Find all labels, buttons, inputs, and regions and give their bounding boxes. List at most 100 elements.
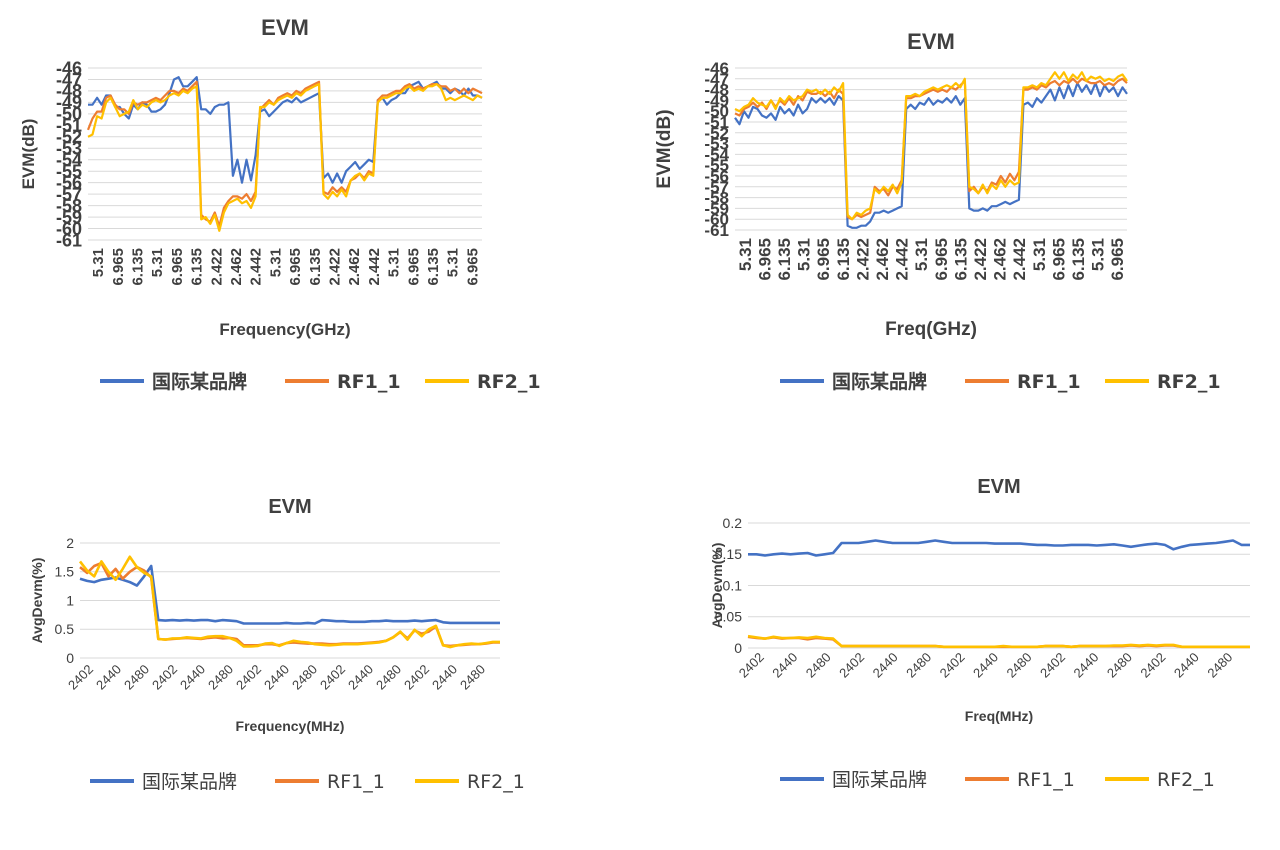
x-tick-label: 2402 bbox=[401, 662, 432, 693]
y-tick-label: -48 bbox=[56, 81, 82, 101]
y-tick-label: 1 bbox=[66, 592, 74, 608]
x-tick-label: 6.965 bbox=[755, 238, 774, 281]
x-tick-label: 2402 bbox=[65, 662, 96, 693]
x-axis-title: Frequency(MHz) bbox=[236, 718, 345, 734]
x-tick-label: 6.965 bbox=[814, 238, 833, 281]
legend-label: RF1_1 bbox=[337, 371, 401, 393]
x-tick-label: 2.462 bbox=[346, 248, 363, 286]
x-tick-label: 2480 bbox=[1204, 650, 1235, 681]
x-tick-label: 2480 bbox=[205, 662, 236, 693]
chart-panel-evm-mhz-2: EVM 0 0.05 0.1 0.15 0.2 2402 2440 2480 2402 2440 24… bbox=[640, 425, 1280, 850]
y-tick-label: -49 bbox=[56, 93, 82, 113]
series-line-1 bbox=[86, 80, 483, 228]
x-tick-label: 6.135 bbox=[834, 238, 853, 281]
x-tick-label: 2.422 bbox=[208, 248, 225, 286]
legend-label: 国际某品牌 bbox=[142, 771, 237, 793]
y-tick-label: -54 bbox=[56, 150, 82, 170]
y-axis-title: AvgDevm(%) bbox=[709, 543, 725, 629]
x-tick-label: 5.31 bbox=[90, 248, 107, 277]
x-tick-label: 6.965 bbox=[1108, 238, 1127, 281]
x-tick-label: 6.135 bbox=[307, 248, 324, 286]
y-tick-label: -47 bbox=[704, 70, 729, 89]
legend-label: 国际某品牌 bbox=[152, 370, 247, 393]
x-tick-label: 2480 bbox=[903, 650, 934, 681]
chart-title: EVM bbox=[977, 476, 1020, 498]
x-tick-label: 5.31 bbox=[736, 238, 755, 271]
x-tick-label: 2.442 bbox=[893, 238, 912, 281]
y-tick-label: -51 bbox=[704, 113, 729, 132]
x-tick-label: 6.965 bbox=[405, 248, 422, 286]
y-axis-title: AvgDevm(%) bbox=[29, 558, 45, 644]
evm-chart: EVM-46-47-48-49-50-51-52-53-54-55-56-57-… bbox=[19, 15, 541, 393]
x-tick-label: 2402 bbox=[1037, 650, 1068, 681]
y-tick-label: 0 bbox=[66, 650, 74, 666]
x-tick-label: 2480 bbox=[1104, 650, 1135, 681]
y-tick-label: -49 bbox=[704, 91, 729, 110]
y-tick-label: -46 bbox=[704, 59, 729, 78]
x-tick-label: 6.965 bbox=[932, 238, 951, 281]
y-tick-label: -50 bbox=[56, 104, 82, 124]
x-axis-title: Freq(MHz) bbox=[965, 708, 1033, 724]
y-tick-label: -47 bbox=[56, 70, 82, 90]
x-tick-label: 2440 bbox=[345, 662, 376, 693]
x-tick-label: 5.31 bbox=[1089, 238, 1108, 271]
y-tick-label: 1.5 bbox=[55, 564, 75, 580]
x-tick-label: 2402 bbox=[937, 650, 968, 681]
x-tick-label: 2440 bbox=[769, 650, 800, 681]
series-line-2 bbox=[734, 71, 1128, 221]
x-tick-label: 6.135 bbox=[425, 248, 442, 286]
x-tick-label: 5.31 bbox=[912, 238, 931, 271]
x-tick-label: 2.442 bbox=[366, 248, 383, 286]
y-tick-label: -58 bbox=[704, 189, 729, 208]
chart-title: EVM bbox=[261, 15, 309, 40]
x-tick-label: 2440 bbox=[177, 662, 208, 693]
y-tick-label: -60 bbox=[704, 210, 729, 229]
x-tick-label: 2.442 bbox=[1010, 238, 1029, 281]
series-line-0 bbox=[88, 76, 483, 184]
x-tick-label: 2.422 bbox=[853, 238, 872, 281]
x-tick-label: 2.462 bbox=[991, 238, 1010, 281]
y-tick-label: 0.2 bbox=[723, 515, 743, 531]
y-tick-label: -58 bbox=[56, 196, 82, 216]
x-axis-title: Frequency(GHz) bbox=[219, 320, 350, 339]
y-tick-label: 0 bbox=[734, 640, 742, 656]
x-tick-label: 6.135 bbox=[1069, 238, 1088, 281]
x-tick-label: 2.422 bbox=[327, 248, 344, 286]
x-tick-label: 2480 bbox=[121, 662, 152, 693]
y-tick-label: -48 bbox=[704, 81, 729, 100]
x-tick-label: 6.135 bbox=[189, 248, 206, 286]
x-tick-label: 2402 bbox=[233, 662, 264, 693]
series-line-0 bbox=[748, 539, 1250, 557]
y-tick-label: -52 bbox=[56, 127, 82, 147]
x-tick-label: 2.442 bbox=[248, 248, 265, 286]
x-tick-label: 5.31 bbox=[1030, 238, 1049, 271]
evm-chart: EVM00.511.522402244024802402244024802402… bbox=[29, 496, 525, 793]
y-tick-label: -59 bbox=[704, 199, 729, 218]
x-tick-label: 5.31 bbox=[795, 238, 814, 271]
legend-label: 国际某品牌 bbox=[832, 370, 927, 393]
y-tick-label: 0.15 bbox=[715, 546, 742, 562]
x-tick-label: 5.31 bbox=[149, 248, 166, 277]
x-tick-label: 6.965 bbox=[1049, 238, 1068, 281]
y-tick-label: 0.1 bbox=[723, 577, 743, 593]
x-tick-label: 2402 bbox=[836, 650, 867, 681]
x-tick-label: 2402 bbox=[149, 662, 180, 693]
evm-chart: EVM-46-47-48-49-50-51-52-53-54-55-56-57-… bbox=[654, 29, 1221, 393]
y-tick-label: 0.05 bbox=[715, 609, 742, 625]
y-tick-label: -57 bbox=[56, 184, 82, 204]
x-tick-label: 6.135 bbox=[775, 238, 794, 281]
y-tick-label: -53 bbox=[56, 139, 82, 159]
series-line-1 bbox=[79, 561, 500, 648]
y-tick-label: -50 bbox=[704, 102, 729, 121]
y-tick-label: -60 bbox=[56, 219, 82, 239]
chart-panel-evm-mhz-1: EVM 0 0.5 1 1.5 2 2402 2440 2480 2402 2440 2480 2402… bbox=[0, 425, 640, 850]
x-tick-label: 2.462 bbox=[873, 238, 892, 281]
y-tick-label: -56 bbox=[56, 173, 82, 193]
series-line-0 bbox=[734, 81, 1128, 229]
y-tick-label: -53 bbox=[704, 135, 729, 154]
y-tick-label: -56 bbox=[704, 167, 729, 186]
legend-label: RF1_1 bbox=[327, 771, 385, 793]
y-tick-label: -61 bbox=[704, 221, 729, 240]
y-axis-title: EVM(dB) bbox=[19, 119, 38, 190]
x-tick-label: 5.31 bbox=[386, 248, 403, 277]
